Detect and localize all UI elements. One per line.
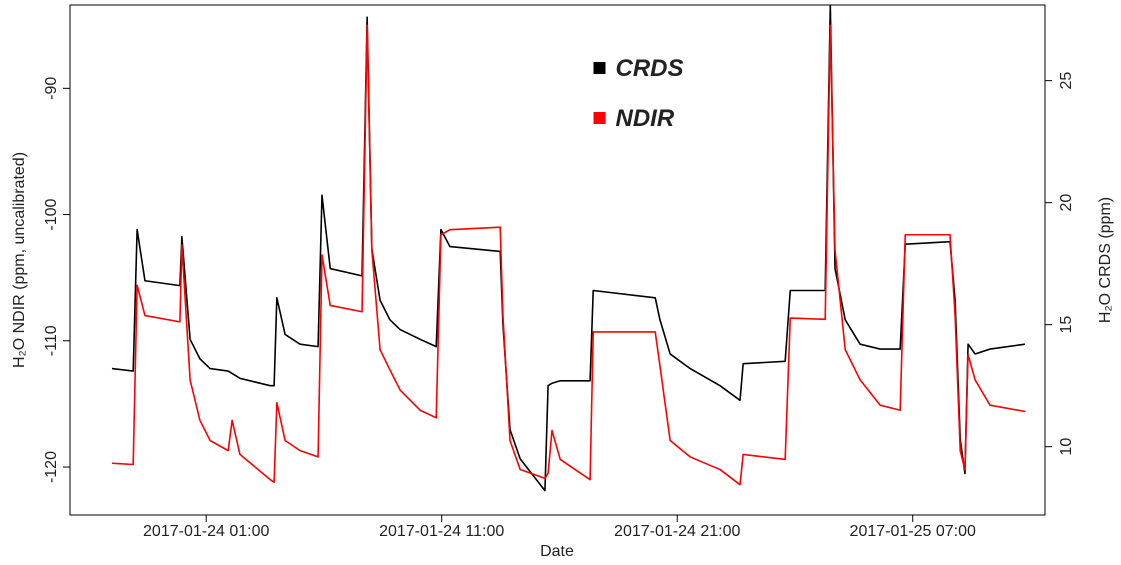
plot-frame bbox=[69, 4, 1046, 516]
y-tick-label: -90 bbox=[43, 77, 60, 100]
y-tick-label: -120 bbox=[43, 451, 60, 483]
y2-tick-label: 10 bbox=[1058, 438, 1075, 456]
legend-swatch bbox=[593, 62, 606, 74]
y-axis-label: H₂O NDIR (ppm, uncalibrated) bbox=[11, 152, 28, 368]
x-tick-label: 2017-01-24 11:00 bbox=[379, 523, 504, 540]
x-tick-label: 2017-01-24 21:00 bbox=[614, 523, 740, 540]
x-axis-label: Date bbox=[540, 543, 574, 560]
legend-label: CRDS bbox=[616, 55, 684, 82]
y2-tick-label: 15 bbox=[1058, 316, 1075, 334]
data-line bbox=[111, 24, 1026, 486]
legend-swatch bbox=[593, 112, 606, 124]
x-tick-label: 2017-01-24 01:00 bbox=[143, 523, 269, 540]
y-tick-label: -100 bbox=[43, 198, 60, 230]
y2-tick-label: 25 bbox=[1058, 72, 1075, 90]
x-tick-label: 2017-01-25 07:00 bbox=[850, 523, 976, 540]
legend-label: NDIR bbox=[616, 105, 675, 132]
y2-tick-label: 20 bbox=[1058, 194, 1075, 212]
y2-axis-label: H₂O CRDS (ppm) bbox=[1097, 197, 1114, 323]
y-tick-label: -110 bbox=[43, 325, 60, 356]
data-line bbox=[111, 5, 1026, 492]
